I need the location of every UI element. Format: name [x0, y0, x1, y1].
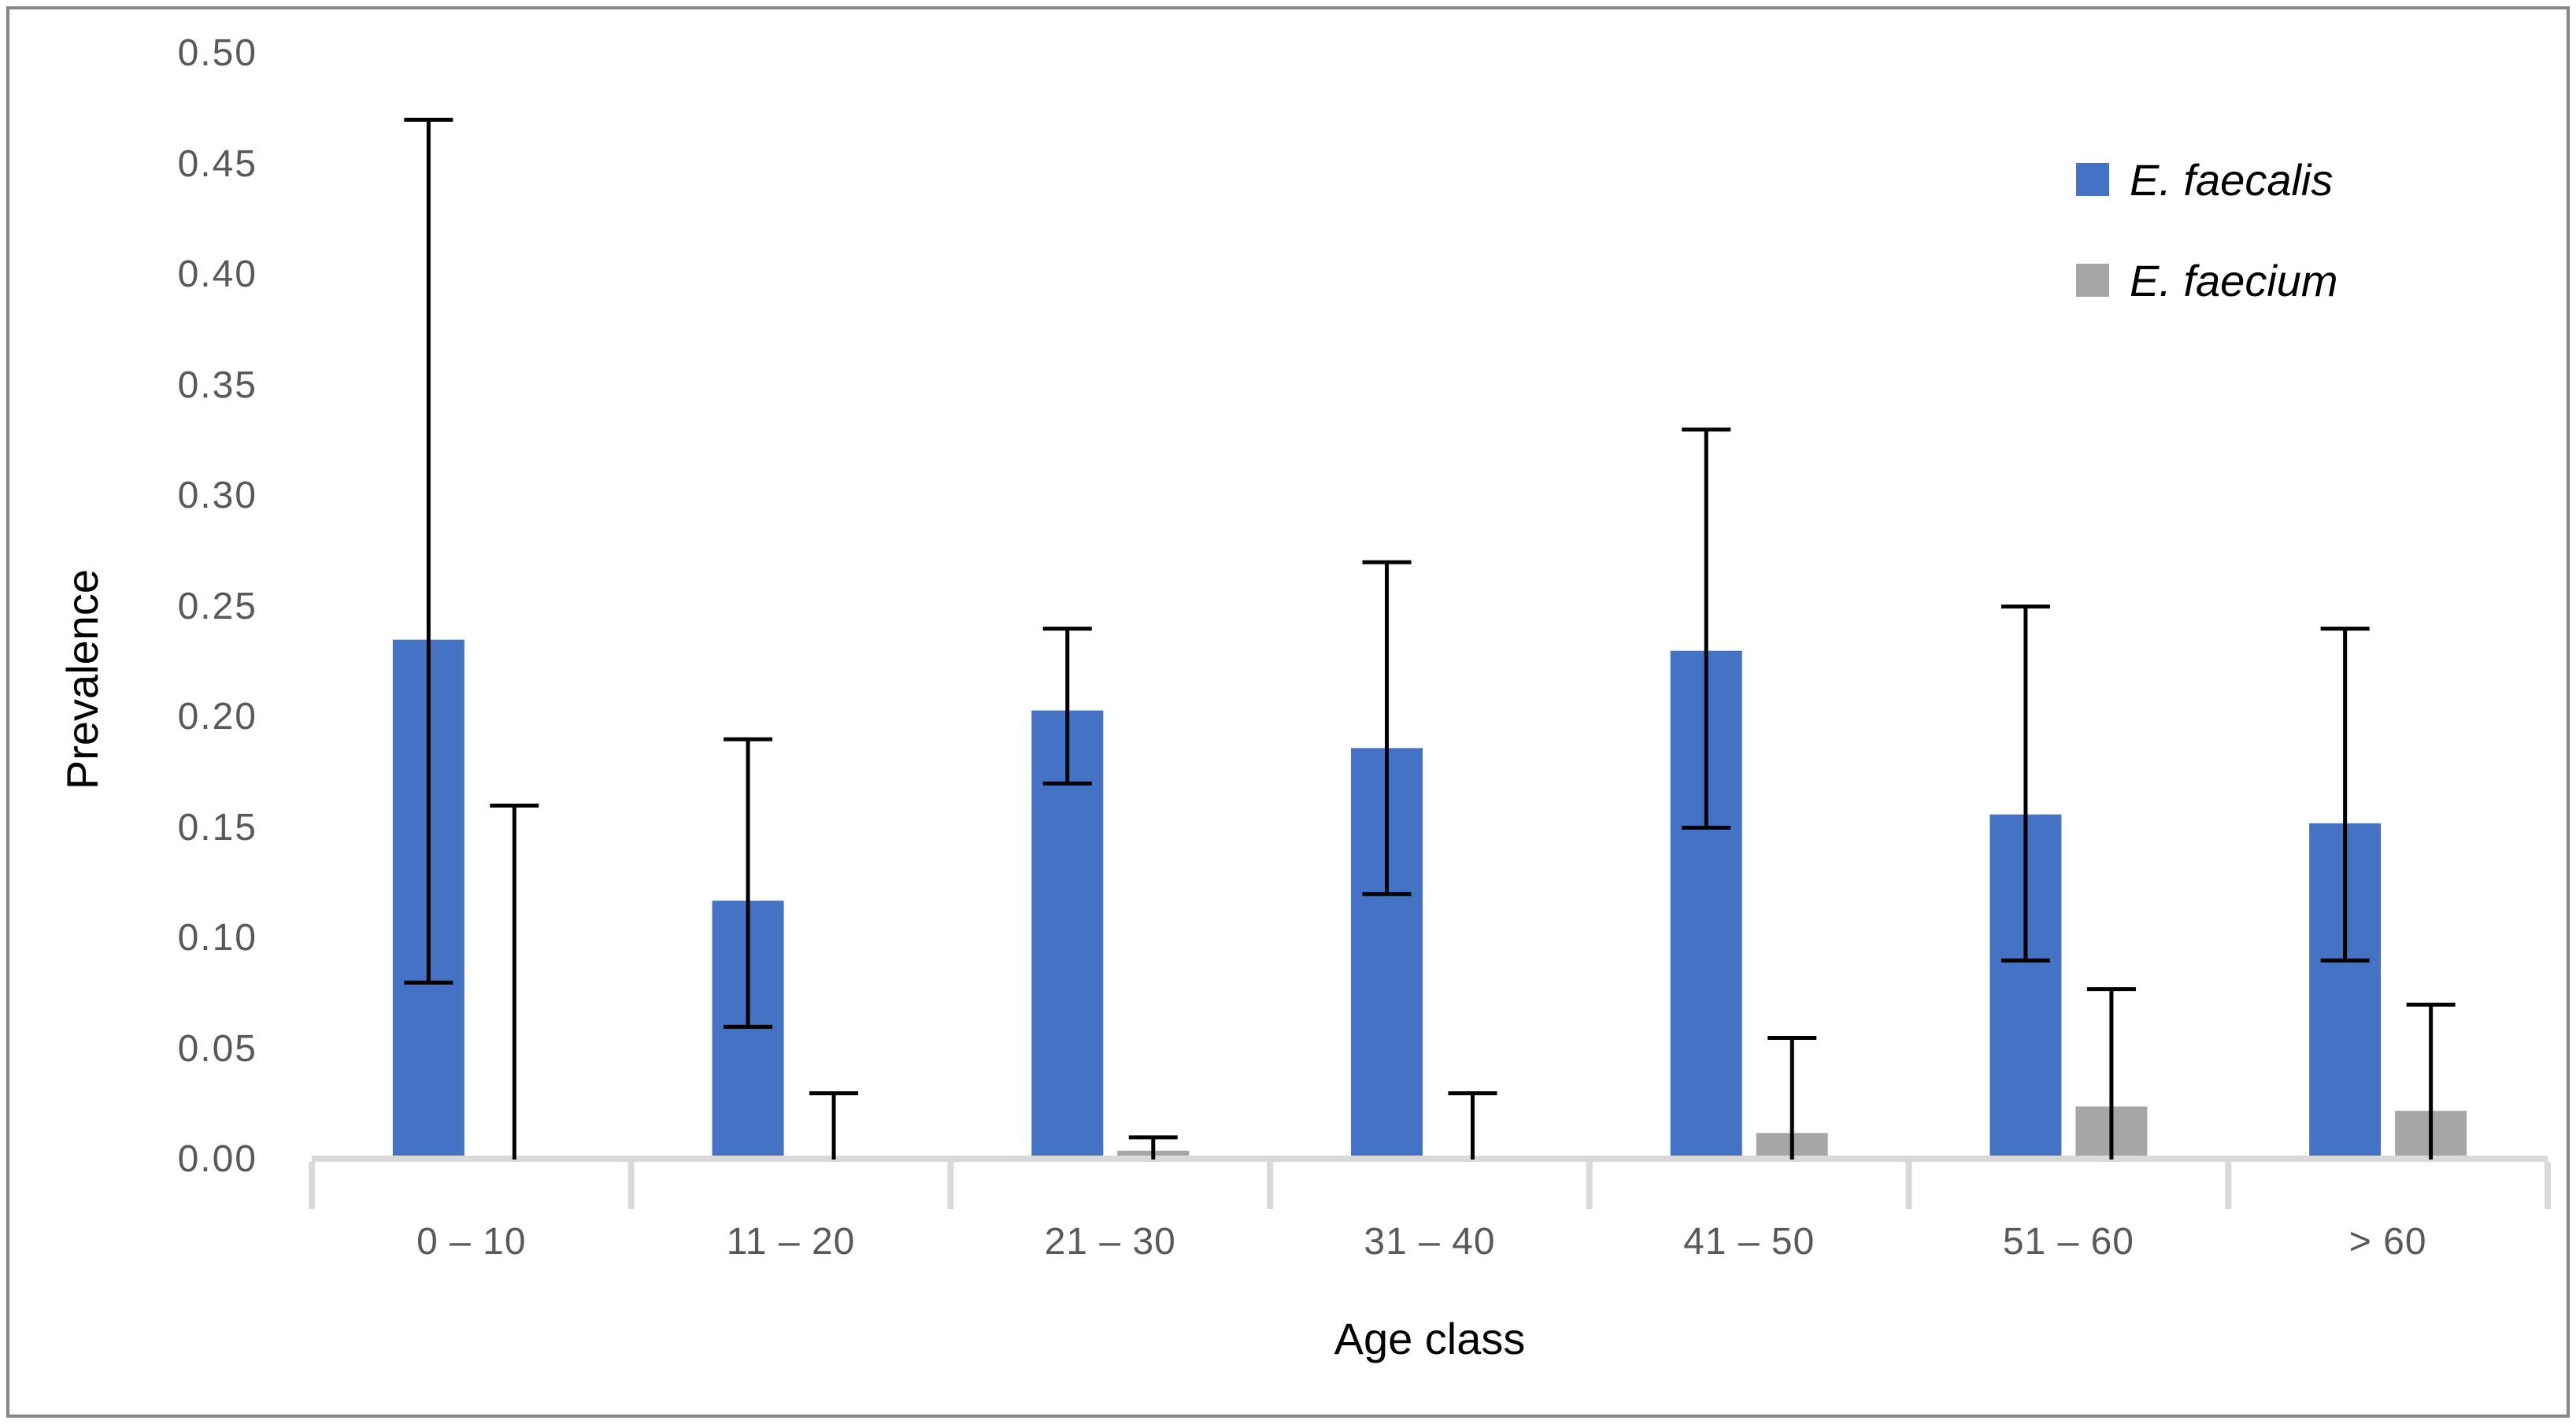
legend: E. faecalis E. faecium — [2076, 154, 2338, 359]
x-axis-tick-label: 21 – 30 — [1044, 1221, 1176, 1263]
y-axis-tick-label: 0.25 — [177, 585, 257, 627]
x-axis-tick-label: 31 – 40 — [1364, 1221, 1496, 1263]
x-axis-tick-label: 0 – 10 — [416, 1221, 527, 1263]
x-axis-line — [312, 1156, 2548, 1162]
legend-swatch-faecium — [2076, 264, 2109, 297]
y-axis-tick-label: 0.15 — [177, 806, 257, 849]
y-axis-tick-label: 0.10 — [177, 917, 257, 959]
y-axis-tick-label: 0.20 — [177, 696, 257, 738]
x-axis-tick-label: > 60 — [2348, 1221, 2427, 1263]
y-axis-tick-label: 0.30 — [177, 475, 257, 516]
legend-item-faecium: E. faecium — [2076, 256, 2338, 305]
y-axis-tick-label: 0.05 — [177, 1027, 257, 1070]
legend-label-faecium: E. faecium — [2130, 255, 2338, 305]
x-axis-tick — [1586, 1162, 1593, 1209]
x-axis-tick — [1267, 1162, 1274, 1209]
y-axis-tick-label: 0.00 — [177, 1138, 257, 1180]
y-axis-tick-label: 0.45 — [177, 142, 257, 185]
x-axis-tick — [947, 1162, 954, 1209]
y-axis-tick-label: 0.35 — [177, 364, 257, 406]
x-axis-tick — [2225, 1162, 2232, 1209]
y-axis-title: Prevalence — [57, 568, 107, 790]
y-axis-tick-label: 0.50 — [177, 32, 257, 74]
x-axis-tick — [1905, 1162, 1912, 1209]
legend-item-faecalis: E. faecalis — [2076, 154, 2338, 205]
y-axis-tick-label: 0.40 — [177, 253, 257, 295]
x-axis-tick-label: 51 – 60 — [2002, 1221, 2134, 1263]
x-axis-tick — [309, 1162, 315, 1209]
x-axis-tick-label: 11 – 20 — [726, 1221, 856, 1263]
x-axis-tick — [2545, 1162, 2551, 1209]
x-axis-tick-label: 41 – 50 — [1683, 1221, 1815, 1263]
legend-label-faecalis: E. faecalis — [2130, 154, 2334, 205]
legend-swatch-faecalis — [2076, 163, 2109, 196]
x-axis-tick — [627, 1162, 635, 1209]
x-axis-title: Age class — [1334, 1314, 1526, 1363]
